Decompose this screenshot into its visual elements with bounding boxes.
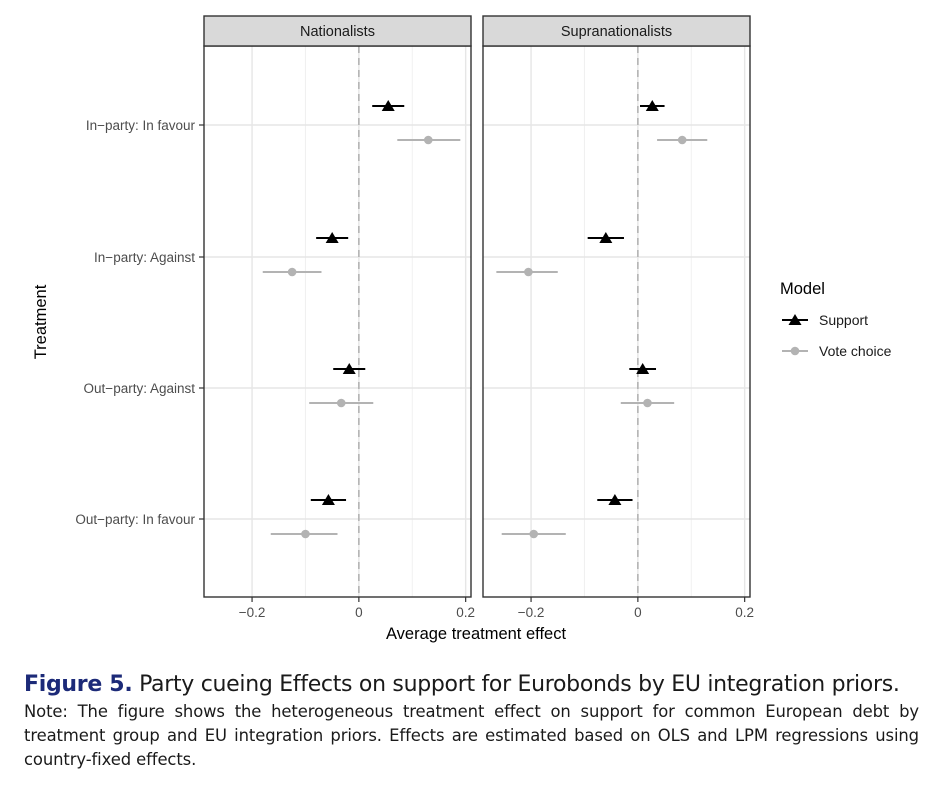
point-estimate-triangle xyxy=(608,494,622,505)
facet-strip xyxy=(203,15,472,47)
point-estimate-circle xyxy=(301,529,310,539)
facet-strip xyxy=(482,15,751,47)
x-tick-label: −0.2 xyxy=(518,605,545,620)
legend-label: Support xyxy=(819,312,868,328)
y-tick-label: Out−party: In favour xyxy=(75,512,195,527)
y-tick-label: In−party: In favour xyxy=(86,118,196,133)
y-tick-label: In−party: Against xyxy=(94,250,195,265)
figure-caption: Figure 5. Party cueing Effects on suppor… xyxy=(24,672,919,772)
point-estimate-triangle xyxy=(342,363,356,374)
figure-label: Figure 5. xyxy=(24,672,133,697)
x-tick-label: 0.2 xyxy=(456,605,475,620)
legend-key-triangle xyxy=(788,314,802,325)
point-estimate-triangle xyxy=(636,363,650,374)
panel-background xyxy=(483,46,750,597)
x-tick-label: 0 xyxy=(355,605,363,620)
y-axis-title: Treatment xyxy=(32,284,50,359)
facet-strip-label: Nationalists xyxy=(300,24,375,40)
y-tick-label: Out−party: Against xyxy=(84,381,196,396)
point-estimate-triangle xyxy=(325,232,339,243)
point-estimate-circle xyxy=(643,398,652,408)
point-estimate-circle xyxy=(287,267,297,277)
facet-strip-label: Supranationalists xyxy=(561,24,672,40)
legend-key-circle xyxy=(790,346,800,356)
point-estimate-triangle xyxy=(645,100,659,111)
x-axis-title: Average treatment effect xyxy=(386,625,566,643)
x-tick-label: 0 xyxy=(634,605,642,620)
point-estimate-triangle xyxy=(381,100,395,111)
point-estimate-triangle xyxy=(321,494,335,505)
legend-item: Vote choice xyxy=(782,343,892,359)
x-tick-label: −0.2 xyxy=(239,605,266,620)
point-estimate-circle xyxy=(336,398,346,408)
facet-panel: Nationalists xyxy=(203,15,472,598)
point-estimate-triangle xyxy=(599,232,613,243)
point-estimate-circle xyxy=(529,529,539,539)
legend-title: Model xyxy=(780,280,825,298)
faceted-coefficient-plot: Nationalists Supranationalists In−party: … xyxy=(32,15,892,643)
legend-item: Support xyxy=(782,312,868,328)
point-estimate-circle xyxy=(423,135,433,145)
point-estimate-circle xyxy=(677,135,687,145)
figure-title-line: Figure 5. Party cueing Effects on suppor… xyxy=(24,672,919,697)
figure-note: Note: The figure shows the heterogeneous… xyxy=(24,702,919,769)
figure-title: Party cueing Effects on support for Euro… xyxy=(139,672,900,697)
legend-label: Vote choice xyxy=(819,343,892,359)
x-tick-label: 0.2 xyxy=(735,605,754,620)
panel-background xyxy=(204,46,471,597)
legend: Model Support Vote choice xyxy=(780,280,892,359)
facet-panel: Supranationalists xyxy=(482,15,751,598)
point-estimate-circle xyxy=(524,267,533,277)
